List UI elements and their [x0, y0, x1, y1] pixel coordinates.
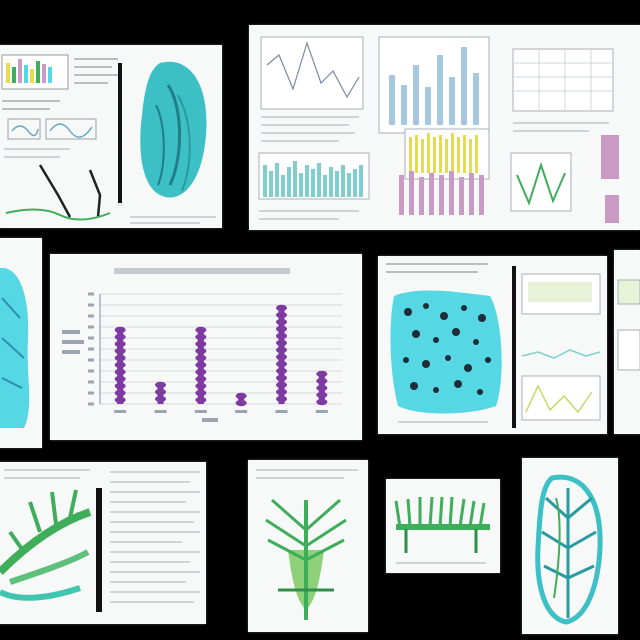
document-comb-structure-graphic [394, 496, 490, 564]
y-tick-label [88, 292, 94, 296]
y-tick-label [88, 358, 94, 362]
y-tick-label [88, 380, 94, 384]
bar [276, 304, 287, 404]
document-spotted-tissue-graphic [386, 263, 601, 428]
y-tick-label [88, 369, 94, 373]
x-tick-label [275, 410, 288, 413]
bar [235, 392, 247, 407]
x-tick-label [114, 410, 127, 413]
document-top-left-graphic [1, 54, 216, 224]
chart-ticks [88, 292, 328, 413]
x-tick-label [194, 410, 207, 413]
document-card-teal-coral [522, 458, 618, 634]
document-card-top-left [0, 45, 222, 228]
document-right-edge-graphic [617, 279, 640, 371]
y-tick-label [88, 325, 94, 329]
spotted-tissue-icon [390, 290, 502, 414]
jellyfish-icon [140, 61, 207, 198]
y-axis-label-placeholder [62, 330, 84, 354]
bar-chart [62, 268, 342, 422]
bar [195, 326, 207, 404]
y-tick-label [88, 303, 94, 307]
document-card-spotted-tissue [378, 256, 607, 434]
chart-title-placeholder [114, 268, 290, 274]
leaf-skeleton-icon [265, 498, 347, 620]
document-teal-coral-graphic [535, 474, 603, 625]
document-leaf-skeleton-graphic [256, 469, 358, 620]
document-left-edge-graphic [0, 267, 30, 428]
document-card-green-branch [0, 462, 206, 624]
document-top-right-graphic [258, 36, 619, 223]
y-tick-label [88, 391, 94, 395]
document-card-left-edge [0, 238, 42, 448]
y-tick-label [88, 314, 94, 318]
document-green-branch-graphic [0, 469, 200, 612]
bar [155, 381, 166, 404]
chart-gridlines [99, 293, 342, 405]
y-tick-label [88, 402, 94, 406]
x-tick-label [154, 410, 167, 413]
x-tick-label [315, 410, 328, 413]
bar-chart-card [50, 254, 362, 440]
y-tick-label [88, 336, 94, 340]
coral-branch-icon [0, 489, 92, 601]
document-card-right-edge [614, 250, 640, 434]
document-card-leaf-skeleton [248, 460, 368, 632]
document-card-top-right [249, 25, 640, 230]
document-card-comb-structure [386, 479, 500, 573]
y-tick-label [88, 347, 94, 351]
x-axis-label-placeholder [202, 418, 218, 422]
bar [114, 326, 126, 404]
x-tick-label [235, 410, 248, 413]
chart-bars [114, 304, 328, 407]
bar [316, 370, 328, 406]
